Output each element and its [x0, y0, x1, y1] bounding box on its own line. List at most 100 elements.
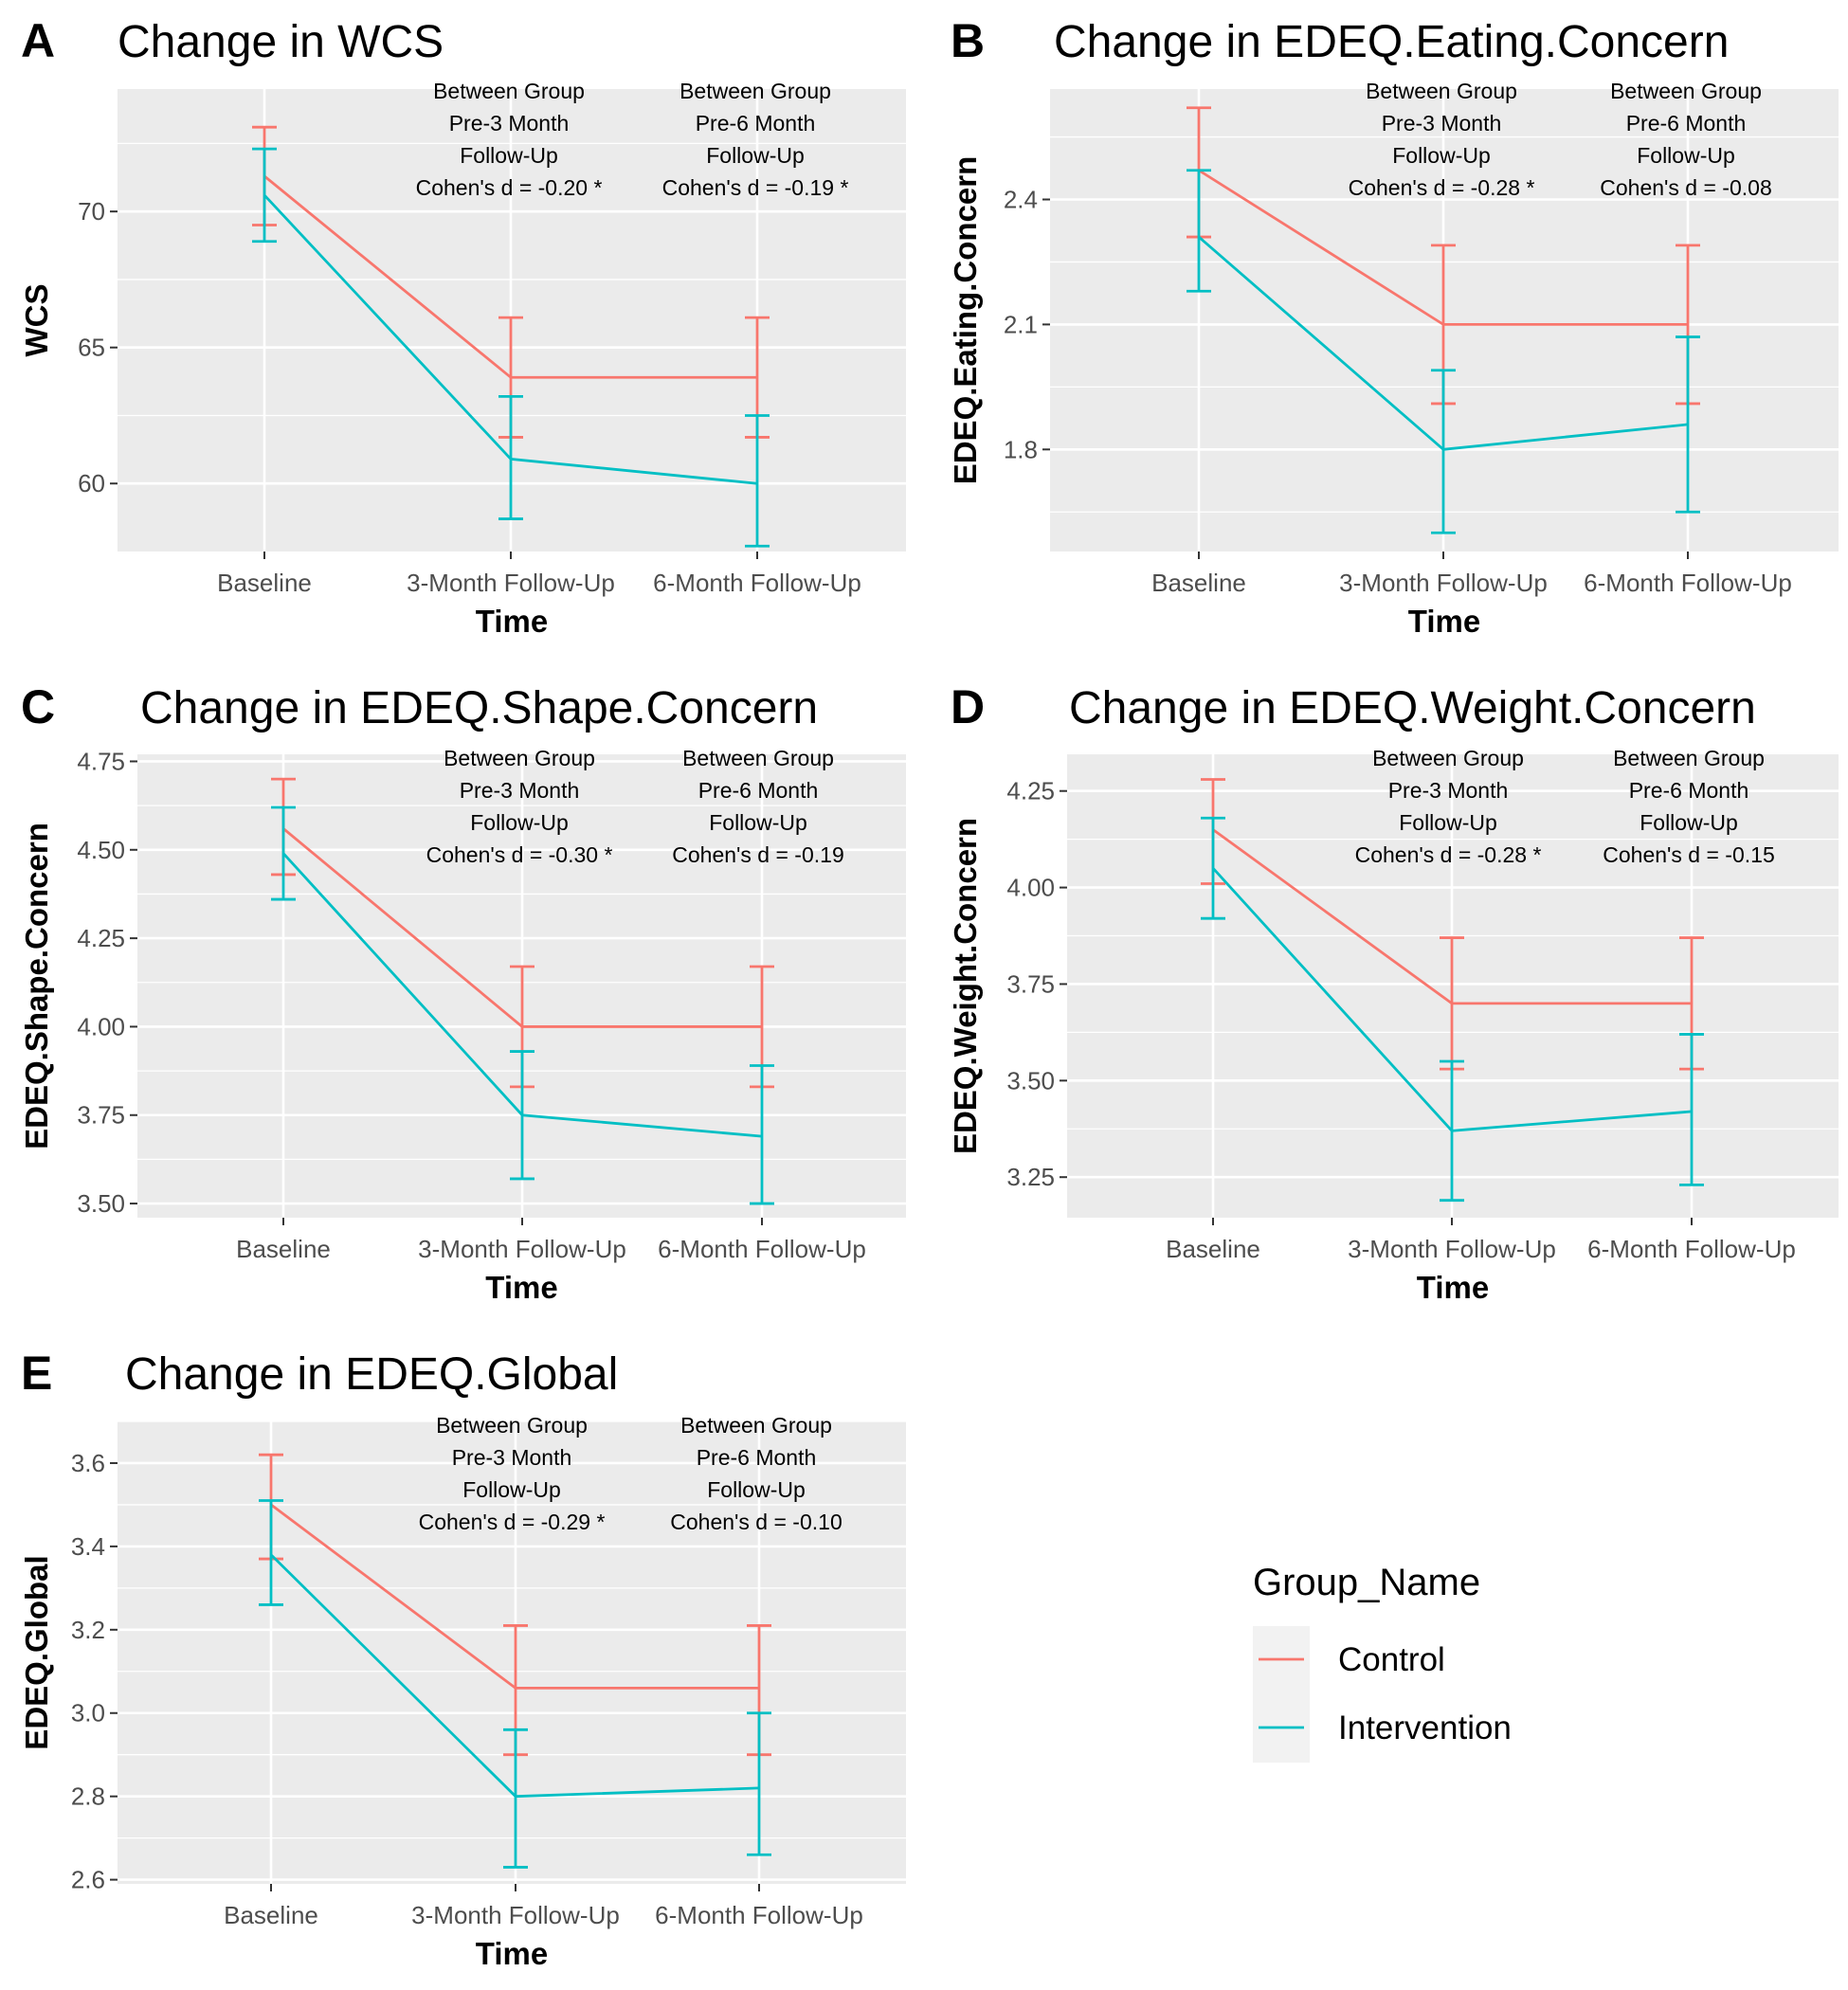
y-tick-label: 1.8: [1004, 435, 1038, 463]
x-tick-label: 3-Month Follow-Up: [418, 1235, 626, 1263]
panel-d: D Change in EDEQ.Weight.Concern 3.25 3.50 3.…: [948, 680, 1839, 1305]
panel-b: B Change in EDEQ.Eating.Concern 1.8 2.1 2.4 B…: [948, 14, 1839, 639]
y-tick-label: 2.8: [71, 1782, 105, 1811]
x-tick-label: 3-Month Follow-Up: [411, 1901, 620, 1929]
annotation-line: Pre-3 Month: [452, 1445, 572, 1470]
panel-letter: B: [951, 14, 985, 67]
series-intervention: [1187, 169, 1700, 534]
y-tick-label: 3.0: [71, 1699, 105, 1728]
legend-label: Control: [1338, 1641, 1445, 1678]
y-axis-title: EDEQ.Global: [19, 1555, 54, 1749]
y-tick-label: 65: [78, 334, 105, 362]
annotation-effect-size: Between Group Pre-6 Month Follow-Up Cohen's…: [672, 746, 843, 867]
error-bar: [503, 1728, 528, 1869]
annotation-line: Between Group: [444, 746, 595, 770]
y-tick-label: 2.1: [1004, 310, 1038, 338]
annotation-line: Follow-Up: [707, 1477, 806, 1502]
annotation-line: Follow-Up: [706, 143, 805, 168]
y-axis-title: EDEQ.Shape.Concern: [19, 823, 54, 1149]
series-intervention: [259, 1499, 771, 1869]
series-intervention: [271, 805, 774, 1205]
annotation-line: Pre-3 Month: [460, 778, 580, 803]
annotation-line: Cohen's d = -0.29 *: [419, 1510, 606, 1534]
plot-background: [118, 1421, 906, 1884]
panel-c: C Change in EDEQ.Shape.Concern 3.50 3.75 4.0…: [19, 680, 906, 1305]
error-bar: [1679, 1033, 1704, 1186]
annotation-line: Between Group: [1372, 746, 1524, 770]
annotation-line: Pre-6 Month: [698, 778, 819, 803]
annotation-effect-size: Between Group Pre-6 Month Follow-Up Cohen's…: [670, 1413, 842, 1534]
panel-title: Change in WCS: [118, 17, 444, 67]
annotation-line: Cohen's d = -0.15: [1603, 842, 1774, 867]
annotation-line: Follow-Up: [709, 810, 807, 835]
annotation-line: Follow-Up: [1392, 143, 1491, 168]
annotation-line: Cohen's d = -0.19 *: [662, 175, 849, 200]
annotation-effect-size: Between Group Pre-3 Month Follow-Up Cohen's…: [419, 1413, 606, 1534]
x-tick-label: 6-Month Follow-Up: [1584, 569, 1792, 597]
panel-title: Change in EDEQ.Eating.Concern: [1054, 17, 1729, 67]
annotation-line: Between Group: [436, 1413, 588, 1438]
y-tick-label: 4.25: [77, 924, 125, 952]
y-tick-label: 60: [78, 469, 105, 498]
annotation-line: Between Group: [1366, 79, 1517, 103]
error-bar: [1201, 816, 1225, 920]
y-tick-label: 3.6: [71, 1449, 105, 1477]
x-axis-title: Time: [1417, 1270, 1489, 1305]
x-tick-label: 6-Month Follow-Up: [658, 1235, 866, 1263]
annotation-effect-size: Between Group Pre-6 Month Follow-Up Cohen's…: [1600, 79, 1771, 200]
error-bar: [1431, 369, 1456, 534]
error-bar: [747, 1711, 771, 1856]
error-bar: [259, 1499, 283, 1606]
error-bar: [1676, 335, 1700, 514]
x-axis-title: Time: [1408, 604, 1480, 639]
y-axis-title: WCS: [19, 284, 54, 357]
annotation-line: Pre-6 Month: [696, 111, 816, 136]
panel-letter: A: [21, 14, 55, 67]
panel-title: Change in EDEQ.Global: [125, 1349, 618, 1400]
x-axis-title: Time: [485, 1270, 557, 1305]
annotation-line: Pre-3 Month: [449, 111, 570, 136]
x-tick-label: 6-Month Follow-Up: [655, 1901, 863, 1929]
y-tick-label: 4.25: [1006, 777, 1055, 805]
gridlines: [118, 89, 906, 552]
error-bar: [750, 1064, 774, 1205]
y-tick-label: 3.2: [71, 1616, 105, 1644]
annotation-line: Cohen's d = -0.28 *: [1355, 842, 1542, 867]
y-tick-label: 3.4: [71, 1532, 105, 1561]
annotation-line: Pre-3 Month: [1382, 111, 1502, 136]
panel-letter: E: [21, 1347, 52, 1400]
y-tick-label: 3.75: [1006, 969, 1055, 998]
panel-a: A Change in WCS 60 65 70 Baseline 3-Month Foll…: [19, 14, 906, 639]
y-tick-label: 3.50: [1006, 1066, 1055, 1094]
annotation-line: Follow-Up: [460, 143, 558, 168]
panel-e: E Change in EDEQ.Global 2.6 2.8 3.0 3.2 3.4 3.6…: [19, 1347, 906, 1971]
annotation-line: Between Group: [1610, 79, 1762, 103]
error-bar: [252, 147, 277, 244]
annotation-line: Follow-Up: [1640, 810, 1738, 835]
annotation-line: Follow-Up: [1637, 143, 1735, 168]
error-bar: [1440, 1059, 1464, 1203]
annotation-line: Cohen's d = -0.10: [670, 1510, 842, 1534]
y-tick-label: 4.00: [77, 1012, 125, 1040]
legend: Group_Name Control Intervention: [1253, 1562, 1512, 1763]
y-tick-label: 4.75: [77, 747, 125, 775]
x-tick-label: Baseline: [236, 1235, 331, 1263]
y-tick-label: 4.50: [77, 836, 125, 864]
annotation-line: Cohen's d = -0.30 *: [426, 842, 613, 867]
panel-title: Change in EDEQ.Weight.Concern: [1069, 683, 1756, 733]
panel-letter: C: [21, 680, 55, 733]
annotation-line: Between Group: [679, 79, 831, 103]
annotation-effect-size: Between Group Pre-6 Month Follow-Up Cohen's…: [1603, 746, 1774, 867]
y-tick-label: 4.00: [1006, 874, 1055, 902]
y-tick-label: 3.50: [77, 1189, 125, 1218]
x-tick-label: Baseline: [217, 569, 312, 597]
annotation-line: Follow-Up: [470, 810, 569, 835]
x-tick-label: Baseline: [1151, 569, 1246, 597]
y-tick-label: 2.4: [1004, 186, 1038, 214]
annotation-line: Pre-6 Month: [1629, 778, 1749, 803]
y-tick-label: 3.25: [1006, 1163, 1055, 1191]
annotation-effect-size: Between Group Pre-3 Month Follow-Up Cohen's…: [1349, 79, 1535, 200]
x-tick-label: 6-Month Follow-Up: [1587, 1235, 1796, 1263]
annotation-line: Pre-6 Month: [1626, 111, 1747, 136]
